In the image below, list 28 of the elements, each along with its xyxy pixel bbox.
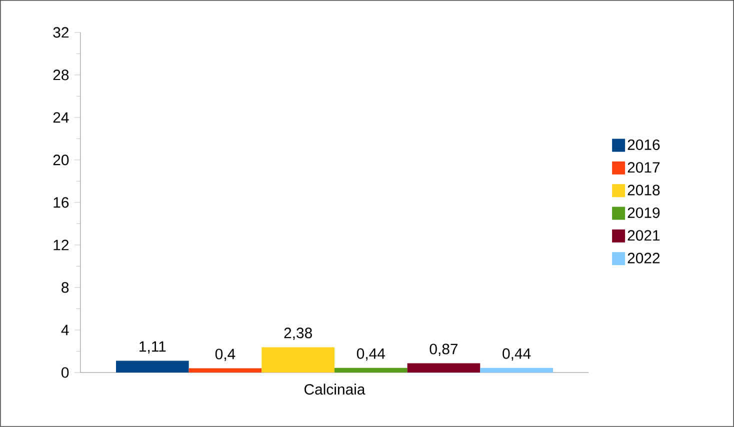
y-tick-label: 32 bbox=[53, 27, 68, 38]
y-tick-label: 16 bbox=[54, 197, 69, 208]
legend-label: 2021 bbox=[628, 230, 660, 241]
data-label: 0,87 bbox=[430, 344, 458, 356]
legend-label: 2016 bbox=[628, 139, 660, 150]
y-tick-label: 8 bbox=[62, 282, 69, 293]
y-tick-label: 12 bbox=[54, 240, 68, 250]
data-label: 0,44 bbox=[356, 348, 386, 361]
bar bbox=[480, 368, 553, 373]
legend-label: 2019 bbox=[628, 207, 660, 218]
x-tick-label: Calcinaia bbox=[304, 384, 366, 395]
y-tick-label: 20 bbox=[53, 154, 69, 166]
bar bbox=[188, 368, 262, 373]
y-tick-label: 28 bbox=[53, 70, 69, 80]
y-tick-label: 24 bbox=[53, 112, 69, 123]
y-tick-label: 4 bbox=[61, 324, 69, 336]
legend-label: 2017 bbox=[628, 162, 660, 173]
bar bbox=[116, 360, 189, 373]
y-tick-label: 0 bbox=[62, 367, 69, 378]
data-label: 2,38 bbox=[284, 328, 312, 340]
data-label: 1,11 bbox=[140, 341, 166, 354]
bar bbox=[262, 347, 334, 373]
data-label: 0,4 bbox=[215, 348, 236, 362]
legend-label: 2022 bbox=[628, 252, 660, 264]
bar bbox=[334, 368, 408, 373]
legend-label: 2018 bbox=[628, 184, 660, 196]
data-label: 0,44 bbox=[502, 348, 531, 361]
bar bbox=[407, 363, 480, 373]
